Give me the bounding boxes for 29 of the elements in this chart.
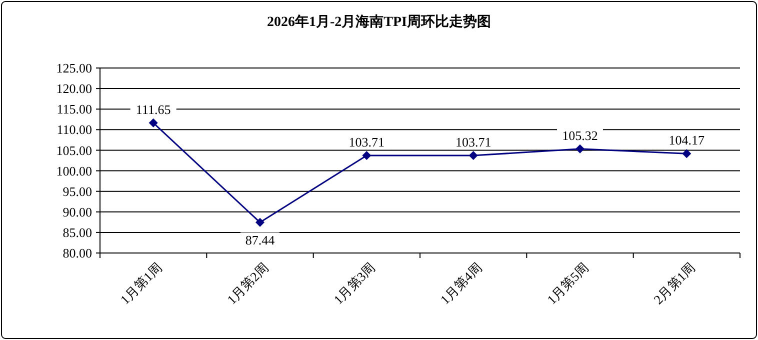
y-tick-label: 105.00 [56, 142, 92, 158]
data-label: 111.65 [136, 102, 171, 117]
point [682, 149, 692, 158]
y-tick-label: 120.00 [56, 81, 92, 96]
point [256, 218, 264, 227]
x-tick-label: 1月第4周 [437, 260, 485, 308]
x-tick-label: 1月第5周 [544, 260, 592, 308]
chart-title: 2026年1月-2月海南TPI周环比走势图 [267, 14, 491, 30]
data-label: 105.32 [562, 128, 598, 143]
y-tick-label: 95.00 [62, 184, 92, 199]
x-tick-label: 1月第2周 [224, 260, 272, 308]
y-tick-label: 115.00 [56, 102, 92, 117]
y-tick-label: 125.00 [56, 60, 92, 76]
point [468, 151, 478, 160]
y-tick-label: 110.00 [56, 122, 92, 138]
data-label: 87.44 [245, 232, 276, 248]
y-tick-label: 90.00 [62, 204, 92, 220]
y-tick-label: 100.00 [56, 163, 92, 178]
x-tick-label: 1月第3周 [330, 260, 378, 308]
data-label: 104.17 [668, 132, 706, 148]
y-tick-label: 85.00 [62, 224, 92, 240]
data-label: 103.71 [455, 134, 492, 150]
point [148, 118, 158, 128]
point [576, 144, 584, 154]
y-tick-label: 80.00 [62, 246, 92, 261]
x-tick-label: 2月第1周 [650, 260, 698, 308]
data-label: 103.71 [348, 134, 385, 150]
point [362, 151, 372, 160]
x-tick-label: 1月第1周 [117, 260, 165, 308]
